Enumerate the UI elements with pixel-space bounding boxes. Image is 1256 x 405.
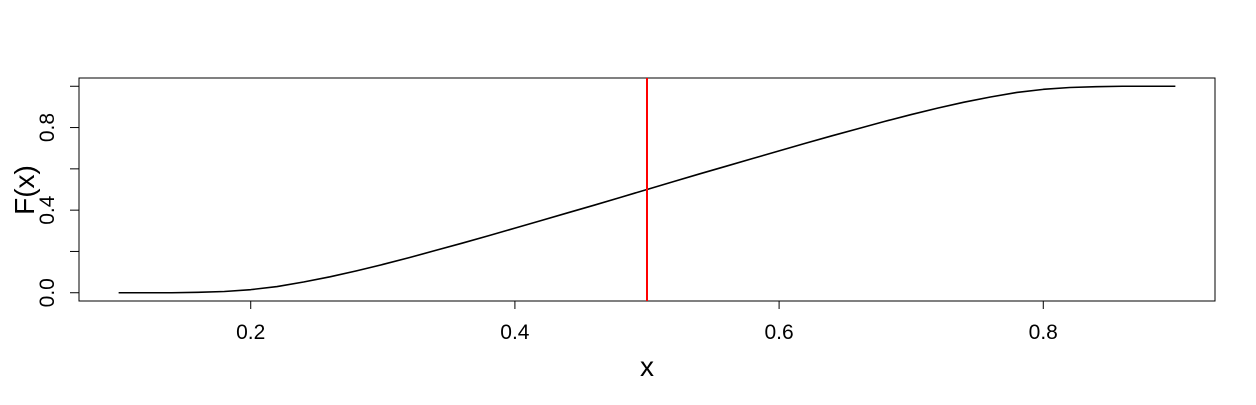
x-tick-label: 0.8 bbox=[1029, 321, 1058, 344]
y-axis: 0.0 0.4 0.8 bbox=[36, 85, 80, 307]
x-axis-label: x bbox=[640, 351, 654, 382]
x-axis: 0.2 0.4 0.6 0.8 bbox=[236, 300, 1058, 344]
x-tick-label: 0.2 bbox=[236, 321, 265, 344]
y-axis-label: F(x) bbox=[9, 165, 40, 215]
y-tick-label: 0.0 bbox=[36, 278, 59, 307]
x-tick-label: 0.6 bbox=[764, 321, 793, 344]
x-tick-label: 0.4 bbox=[500, 321, 530, 344]
y-tick-label: 0.8 bbox=[36, 113, 59, 142]
y-tick-label: 0.4 bbox=[36, 195, 59, 225]
